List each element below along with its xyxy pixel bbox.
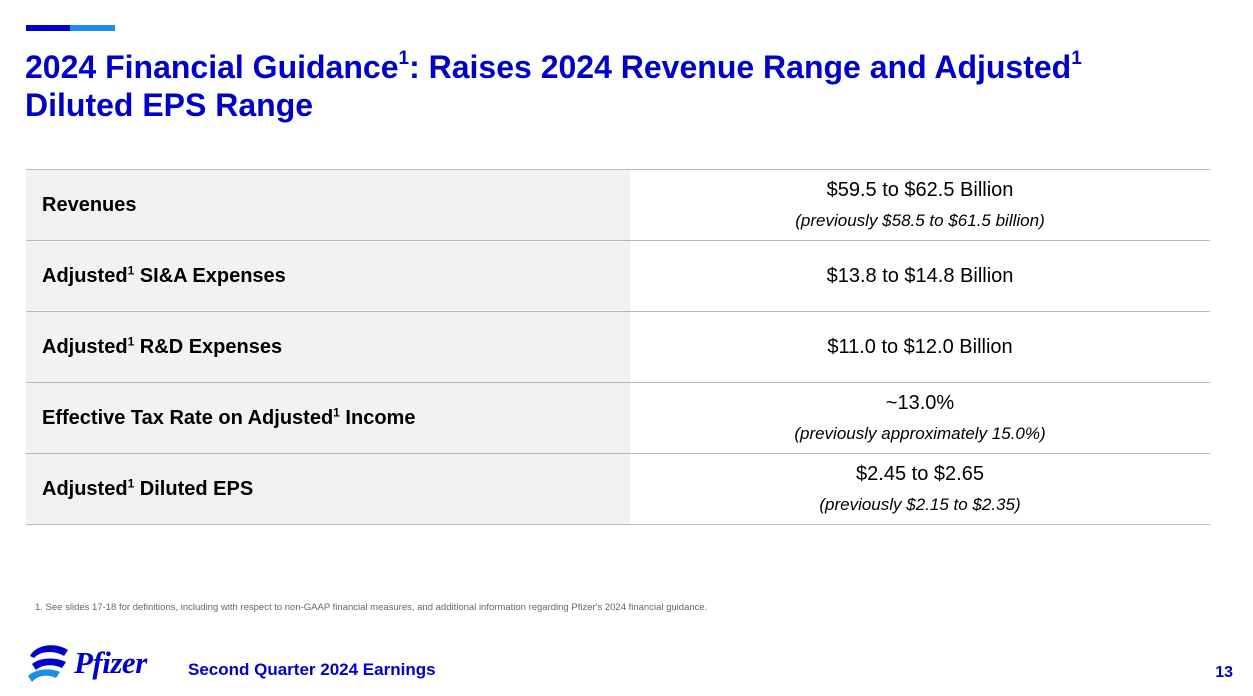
value-text: $13.8 to $14.8 Billion xyxy=(826,265,1014,287)
table-row: Adjusted1 SI&A Expenses $13.8 to $14.8 B… xyxy=(26,240,1210,312)
value-text: $11.0 to $12.0 Billion xyxy=(827,336,1013,358)
previous-value-text: (previously approximately 15.0%) xyxy=(794,424,1046,443)
row-value: $13.8 to $14.8 Billion xyxy=(630,241,1210,312)
title-sup-1: 1 xyxy=(398,48,410,70)
table-row: Revenues $59.5 to $62.5 Billion (previou… xyxy=(26,169,1210,241)
title-part-3: Diluted EPS Range xyxy=(25,87,314,123)
page-number: 13 xyxy=(1215,664,1233,681)
row-value: $59.5 to $62.5 Billion (previously $58.5… xyxy=(630,170,1210,241)
title-part-1: 2024 Financial Guidance xyxy=(25,49,399,85)
accent-bar-light xyxy=(70,25,115,31)
value-text: $2.45 to $2.65 xyxy=(856,463,984,485)
previous-value-text: (previously $2.15 to $2.35) xyxy=(819,495,1021,514)
row-value: ~13.0% (previously approximately 15.0%) xyxy=(630,383,1210,454)
table-row: Effective Tax Rate on Adjusted1 Income ~… xyxy=(26,382,1210,454)
title-sup-2: 1 xyxy=(1071,48,1082,70)
row-value: $11.0 to $12.0 Billion xyxy=(630,312,1210,383)
value-text: $59.5 to $62.5 Billion xyxy=(826,179,1014,201)
row-label: Adjusted1 R&D Expenses xyxy=(26,311,630,383)
table-row: Adjusted1 Diluted EPS $2.45 to $2.65 (pr… xyxy=(26,453,1210,525)
pfizer-logo-icon xyxy=(28,645,68,682)
title-part-2: : Raises 2024 Revenue Range and Adjusted xyxy=(409,49,1072,85)
table-row: Adjusted1 R&D Expenses $11.0 to $12.0 Bi… xyxy=(26,311,1210,383)
row-label: Adjusted1 SI&A Expenses xyxy=(26,240,630,312)
row-label: Revenues xyxy=(26,169,630,241)
previous-value-text: (previously $58.5 to $61.5 billion) xyxy=(795,211,1045,230)
logo-wordmark: Pfizer xyxy=(74,645,147,680)
footnote: 1. See slides 17-18 for definitions, inc… xyxy=(35,602,708,613)
row-label: Adjusted1 Diluted EPS xyxy=(26,453,630,525)
row-value: $2.45 to $2.65 (previously $2.15 to $2.3… xyxy=(630,454,1210,525)
slide-title: 2024 Financial Guidance1: Raises 2024 Re… xyxy=(25,48,1225,124)
pfizer-logo: Pfizer xyxy=(26,640,147,686)
accent-bar-dark xyxy=(26,25,70,31)
row-label: Effective Tax Rate on Adjusted1 Income xyxy=(26,382,630,454)
accent-bar xyxy=(26,25,115,31)
value-text: ~13.0% xyxy=(885,392,955,414)
footer-label: Second Quarter 2024 Earnings xyxy=(188,660,436,679)
guidance-table: Revenues $59.5 to $62.5 Billion (previou… xyxy=(26,169,1210,525)
